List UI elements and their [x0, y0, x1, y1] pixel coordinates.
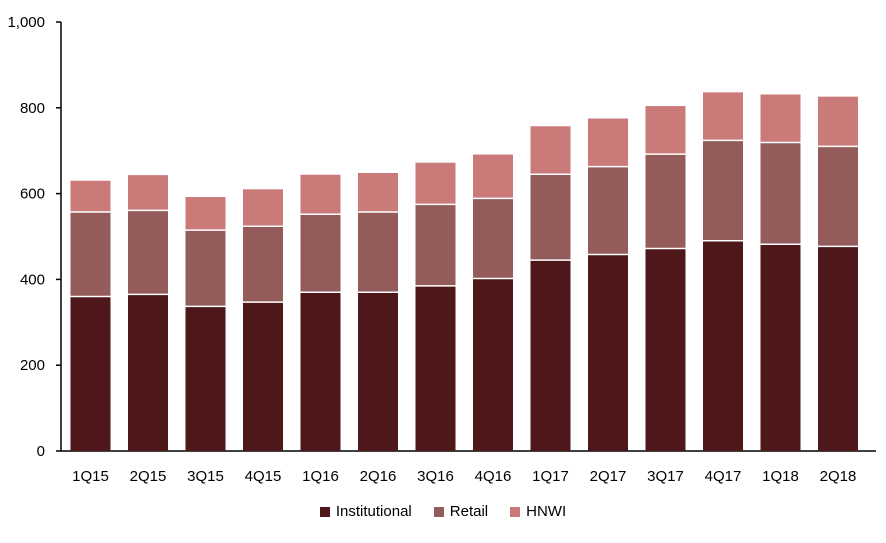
legend-swatch-hnwi [510, 506, 521, 517]
bar-segment-institutional [70, 296, 111, 451]
x-tick-label: 2Q18 [820, 468, 857, 485]
y-tick-label: 800 [20, 100, 45, 117]
bar-segment-hnwi [588, 118, 628, 167]
bar-segment-retail [185, 230, 226, 307]
x-tick-label: 4Q15 [245, 468, 282, 485]
x-tick-label: 3Q17 [647, 468, 684, 485]
bar-segment-retail [300, 214, 341, 293]
bar-segment-retail [358, 212, 398, 293]
bar-segment-hnwi [70, 180, 111, 213]
bar-segment-hnwi [645, 106, 686, 155]
bar-segment-institutional [645, 248, 686, 451]
bar-segment-institutional [415, 285, 456, 451]
x-tick-label: 2Q17 [590, 468, 627, 485]
x-axis-labels: 1Q15 2Q15 3Q15 4Q15 1Q16 2Q16 3Q16 4Q16 1Q17 2Q17… [72, 468, 856, 485]
legend-label-institutional: Institutional [335, 503, 412, 520]
bar-segment-hnwi [530, 126, 571, 175]
x-tick-label: 4Q16 [475, 468, 512, 485]
y-tick-label: 0 [37, 443, 45, 460]
legend: Institutional Retail HNWI [0, 503, 886, 520]
bar-segment-institutional [818, 246, 858, 451]
legend-item-hnwi: HNWI [510, 503, 566, 520]
bar-segment-institutional [530, 260, 571, 451]
bar-segment-hnwi [300, 174, 341, 215]
bar-segment-retail [473, 198, 513, 279]
bar-segment-hnwi [703, 92, 743, 141]
bar-segment-retail [760, 142, 801, 245]
bar-segment-institutional [703, 240, 743, 451]
x-tick-label: 2Q16 [360, 468, 397, 485]
bar-segment-institutional [243, 302, 283, 451]
bar-segment-hnwi [358, 173, 398, 213]
x-tick-label: 4Q17 [705, 468, 742, 485]
legend-swatch-institutional [319, 506, 330, 517]
bar-segment-institutional [760, 244, 801, 451]
legend-item-retail: Retail [433, 503, 489, 520]
y-tick-label: 600 [20, 186, 45, 203]
legend-swatch-retail [433, 506, 444, 517]
x-tick-label: 1Q15 [72, 468, 109, 485]
legend-label-retail: Retail [449, 503, 489, 520]
bar-segment-hnwi [473, 154, 513, 199]
bar-segment-institutional [588, 254, 628, 451]
legend-label-hnwi: HNWI [526, 503, 567, 520]
bar-segment-hnwi [415, 162, 456, 205]
x-tick-label: 3Q15 [187, 468, 224, 485]
y-tick-label: 200 [20, 357, 45, 374]
x-tick-label: 1Q18 [762, 468, 799, 485]
bar-segment-retail [415, 204, 456, 286]
bar-segment-hnwi [760, 94, 801, 143]
bar-segment-institutional [128, 294, 168, 451]
x-tick-label: 1Q16 [302, 468, 339, 485]
x-tick-label: 2Q15 [130, 468, 167, 485]
bar-segment-retail [645, 154, 686, 249]
bar-segment-retail [243, 226, 283, 303]
bar-segment-retail [588, 166, 628, 255]
bar-segment-institutional [358, 292, 398, 451]
bar-segment-institutional [473, 278, 513, 451]
bar-segment-hnwi [185, 197, 226, 231]
bar-segment-retail [703, 140, 743, 241]
y-tick-label: 400 [20, 271, 45, 288]
bar-segment-institutional [300, 292, 341, 451]
y-tick-label: 1,000 [7, 14, 45, 31]
bar-segment-hnwi [243, 189, 283, 227]
bar-segment-retail [818, 146, 858, 247]
bar-area [70, 92, 858, 451]
bar-segment-retail [530, 174, 571, 261]
bar-segment-hnwi [818, 96, 858, 147]
bar-segment-retail [70, 212, 111, 297]
x-tick-label: 3Q16 [417, 468, 454, 485]
legend-item-institutional: Institutional [319, 503, 412, 520]
bar-segment-institutional [185, 306, 226, 451]
bar-segment-retail [128, 210, 168, 295]
bar-segment-hnwi [128, 175, 168, 211]
x-tick-label: 1Q17 [532, 468, 569, 485]
